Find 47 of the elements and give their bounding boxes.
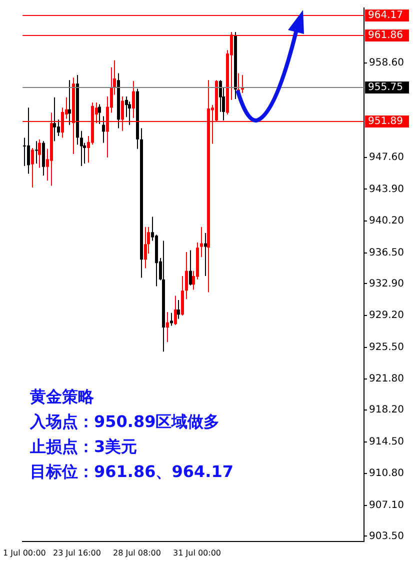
candlestick xyxy=(27,107,30,174)
y-tick-label: 914.50 xyxy=(369,436,404,448)
candlestick xyxy=(53,96,56,142)
y-tick-label: 936.50 xyxy=(369,247,404,258)
y-tick-label: 958.60 xyxy=(369,58,404,69)
candlestick xyxy=(185,251,188,300)
ref-line-label: 961.86 xyxy=(368,30,403,42)
candlestick xyxy=(174,295,177,326)
x-tick-label: 31 Jul 00:00 xyxy=(173,548,222,558)
y-tick-label: 910.80 xyxy=(369,468,404,480)
candlestick xyxy=(177,300,180,320)
candlestick xyxy=(31,148,34,188)
y-tick-label: 929.20 xyxy=(369,310,404,322)
annotation: 入场点：950.89区域做多 xyxy=(30,411,221,433)
x-tick-label: 1 Jul 00:00 xyxy=(2,548,46,558)
y-tick-label: 925.50 xyxy=(369,342,404,353)
candlestick xyxy=(98,104,101,124)
candlestick xyxy=(57,119,60,136)
x-tick-label: 23 Jul 16:00 xyxy=(52,548,101,558)
y-tick-label: 943.90 xyxy=(369,184,404,195)
candlestick xyxy=(68,80,71,126)
x-tick-label: 28 Jul 08:00 xyxy=(113,548,161,558)
ref-line-label: 951.89 xyxy=(368,116,403,128)
candlestick xyxy=(166,312,169,343)
y-tick-label: 918.20 xyxy=(369,404,404,416)
y-tick-label: 907.10 xyxy=(369,500,404,511)
candlestick xyxy=(38,138,41,168)
ref-line-label: 955.75 xyxy=(368,82,403,94)
annotation: 目标位：961.86、964.17 xyxy=(30,461,234,483)
y-tick-label: 921.80 xyxy=(369,374,404,385)
annotation: 止损点：3美元 xyxy=(30,436,138,458)
candlestick xyxy=(23,137,26,167)
ref-line-label: 964.17 xyxy=(368,10,403,22)
candlestick xyxy=(35,140,38,164)
candlestick xyxy=(144,226,147,269)
candlestick xyxy=(132,80,135,118)
candlestick xyxy=(170,312,173,326)
candlestick xyxy=(102,116,105,144)
candlestick xyxy=(204,232,207,276)
y-tick-label: 903.50 xyxy=(369,530,404,542)
annotation: 黄金策略 xyxy=(30,386,95,408)
y-tick-label: 940.20 xyxy=(369,216,404,227)
y-tick-label: 932.90 xyxy=(369,278,404,290)
candlestick xyxy=(189,250,192,286)
candlestick xyxy=(200,226,203,258)
y-tick-label: 947.60 xyxy=(369,152,404,164)
candlestick xyxy=(80,130,83,167)
